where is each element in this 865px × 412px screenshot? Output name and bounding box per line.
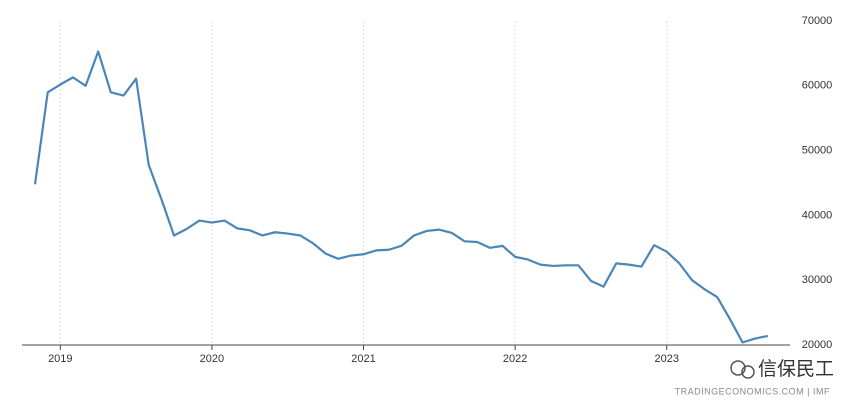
x-tick-label: 2019	[48, 353, 72, 365]
x-tick-label: 2023	[654, 353, 678, 365]
y-tick-label: 40000	[802, 209, 833, 221]
watermark-logo	[730, 360, 755, 379]
y-tick-label: 20000	[802, 339, 833, 351]
source: TRADINGECONOMICS.COM | IMF	[675, 386, 830, 396]
x-tick-label: 2021	[351, 353, 375, 365]
y-tick-label: 70000	[802, 15, 833, 27]
x-tick-label: 2020	[200, 353, 224, 365]
line-series	[33, 50, 769, 344]
y-tick-label: 30000	[802, 274, 833, 286]
y-tick-label: 60000	[802, 80, 833, 92]
watermark: 信保民工	[758, 358, 834, 380]
x-tick-label: 2022	[503, 353, 527, 365]
y-tick-label: 50000	[802, 145, 833, 157]
